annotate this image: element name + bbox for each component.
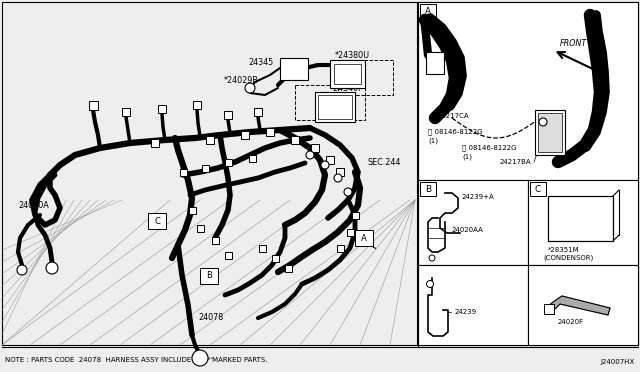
Bar — [538, 113, 562, 152]
Bar — [330, 60, 365, 88]
Text: *28351M: *28351M — [548, 247, 580, 253]
Bar — [548, 196, 613, 241]
Bar — [346, 228, 353, 235]
Circle shape — [46, 262, 58, 274]
Bar — [285, 264, 291, 272]
Bar — [528, 180, 638, 265]
Bar — [259, 244, 266, 251]
Circle shape — [306, 151, 314, 159]
Text: *24340P: *24340P — [330, 83, 364, 93]
Circle shape — [539, 118, 547, 126]
Bar — [254, 108, 262, 116]
Bar — [295, 85, 365, 120]
Circle shape — [17, 265, 27, 275]
Bar — [200, 268, 218, 284]
Bar — [528, 265, 638, 345]
Text: NOTE : PARTS CODE  24078  HARNESS ASSY INCLUDES '*''*'MARKED PARTS.: NOTE : PARTS CODE 24078 HARNESS ASSY INC… — [5, 357, 268, 363]
Text: (1): (1) — [428, 138, 438, 144]
Circle shape — [245, 83, 255, 93]
Bar — [196, 224, 204, 231]
Bar — [535, 110, 565, 155]
Bar — [337, 244, 344, 251]
Bar — [336, 168, 344, 176]
Bar — [315, 92, 355, 122]
Bar — [291, 136, 299, 144]
Text: (1): (1) — [462, 154, 472, 160]
Text: A: A — [361, 234, 367, 243]
Bar — [151, 139, 159, 147]
Text: C: C — [154, 217, 160, 225]
Text: 24020F: 24020F — [558, 319, 584, 325]
Text: B: B — [425, 185, 431, 193]
Text: SEC.244: SEC.244 — [368, 157, 401, 167]
Bar — [225, 251, 232, 259]
Bar — [544, 304, 554, 314]
Bar — [426, 52, 444, 74]
Bar — [189, 206, 195, 214]
Bar — [418, 265, 528, 345]
Bar — [224, 111, 232, 119]
Bar — [206, 136, 214, 144]
Bar — [420, 182, 436, 196]
Text: (CONDENSOR): (CONDENSOR) — [543, 255, 593, 261]
Circle shape — [192, 350, 208, 366]
Text: Ⓑ 08146-8122G: Ⓑ 08146-8122G — [462, 145, 516, 151]
Bar — [148, 213, 166, 229]
Circle shape — [426, 280, 433, 288]
Bar — [88, 100, 97, 109]
Bar — [338, 60, 393, 95]
Bar — [355, 230, 373, 246]
Bar — [193, 101, 201, 109]
Bar — [334, 64, 361, 84]
Bar — [122, 108, 130, 116]
Text: B: B — [206, 272, 212, 280]
Bar — [530, 182, 546, 196]
Bar — [418, 2, 638, 180]
Bar — [179, 169, 186, 176]
Bar — [225, 158, 232, 166]
Circle shape — [344, 188, 352, 196]
Text: Ⓑ 08146-8122G: Ⓑ 08146-8122G — [428, 129, 483, 135]
Text: 24217BA: 24217BA — [500, 159, 532, 165]
Text: *24029B: *24029B — [224, 76, 259, 84]
Text: 24020AA: 24020AA — [452, 227, 484, 233]
Bar — [266, 128, 274, 136]
Bar — [248, 154, 255, 161]
Bar — [420, 4, 436, 18]
Bar — [311, 144, 319, 152]
Circle shape — [334, 174, 342, 182]
Text: 24239+A: 24239+A — [462, 194, 495, 200]
Bar — [2, 2, 417, 345]
Bar — [211, 237, 218, 244]
Bar — [271, 254, 278, 262]
Bar — [202, 164, 209, 171]
Bar — [326, 156, 334, 164]
Text: FRONT: FRONT — [560, 39, 588, 48]
Text: 24239: 24239 — [455, 309, 477, 315]
Text: C: C — [535, 185, 541, 193]
Text: *24380U: *24380U — [335, 51, 370, 60]
Text: J24007HX: J24007HX — [601, 359, 635, 365]
Bar — [318, 95, 352, 119]
Bar — [348, 155, 408, 175]
Bar — [280, 58, 308, 80]
Circle shape — [429, 255, 435, 261]
Text: 24217CA: 24217CA — [438, 113, 470, 119]
Bar — [158, 105, 166, 113]
Text: 24078: 24078 — [198, 314, 223, 323]
Text: A: A — [425, 6, 431, 16]
Circle shape — [321, 161, 329, 169]
Polygon shape — [548, 296, 610, 315]
Bar — [418, 2, 638, 345]
Bar — [351, 212, 358, 218]
Bar — [241, 131, 249, 139]
Bar — [418, 180, 528, 265]
Text: 24345: 24345 — [248, 58, 273, 67]
Text: 24020A: 24020A — [18, 201, 49, 209]
